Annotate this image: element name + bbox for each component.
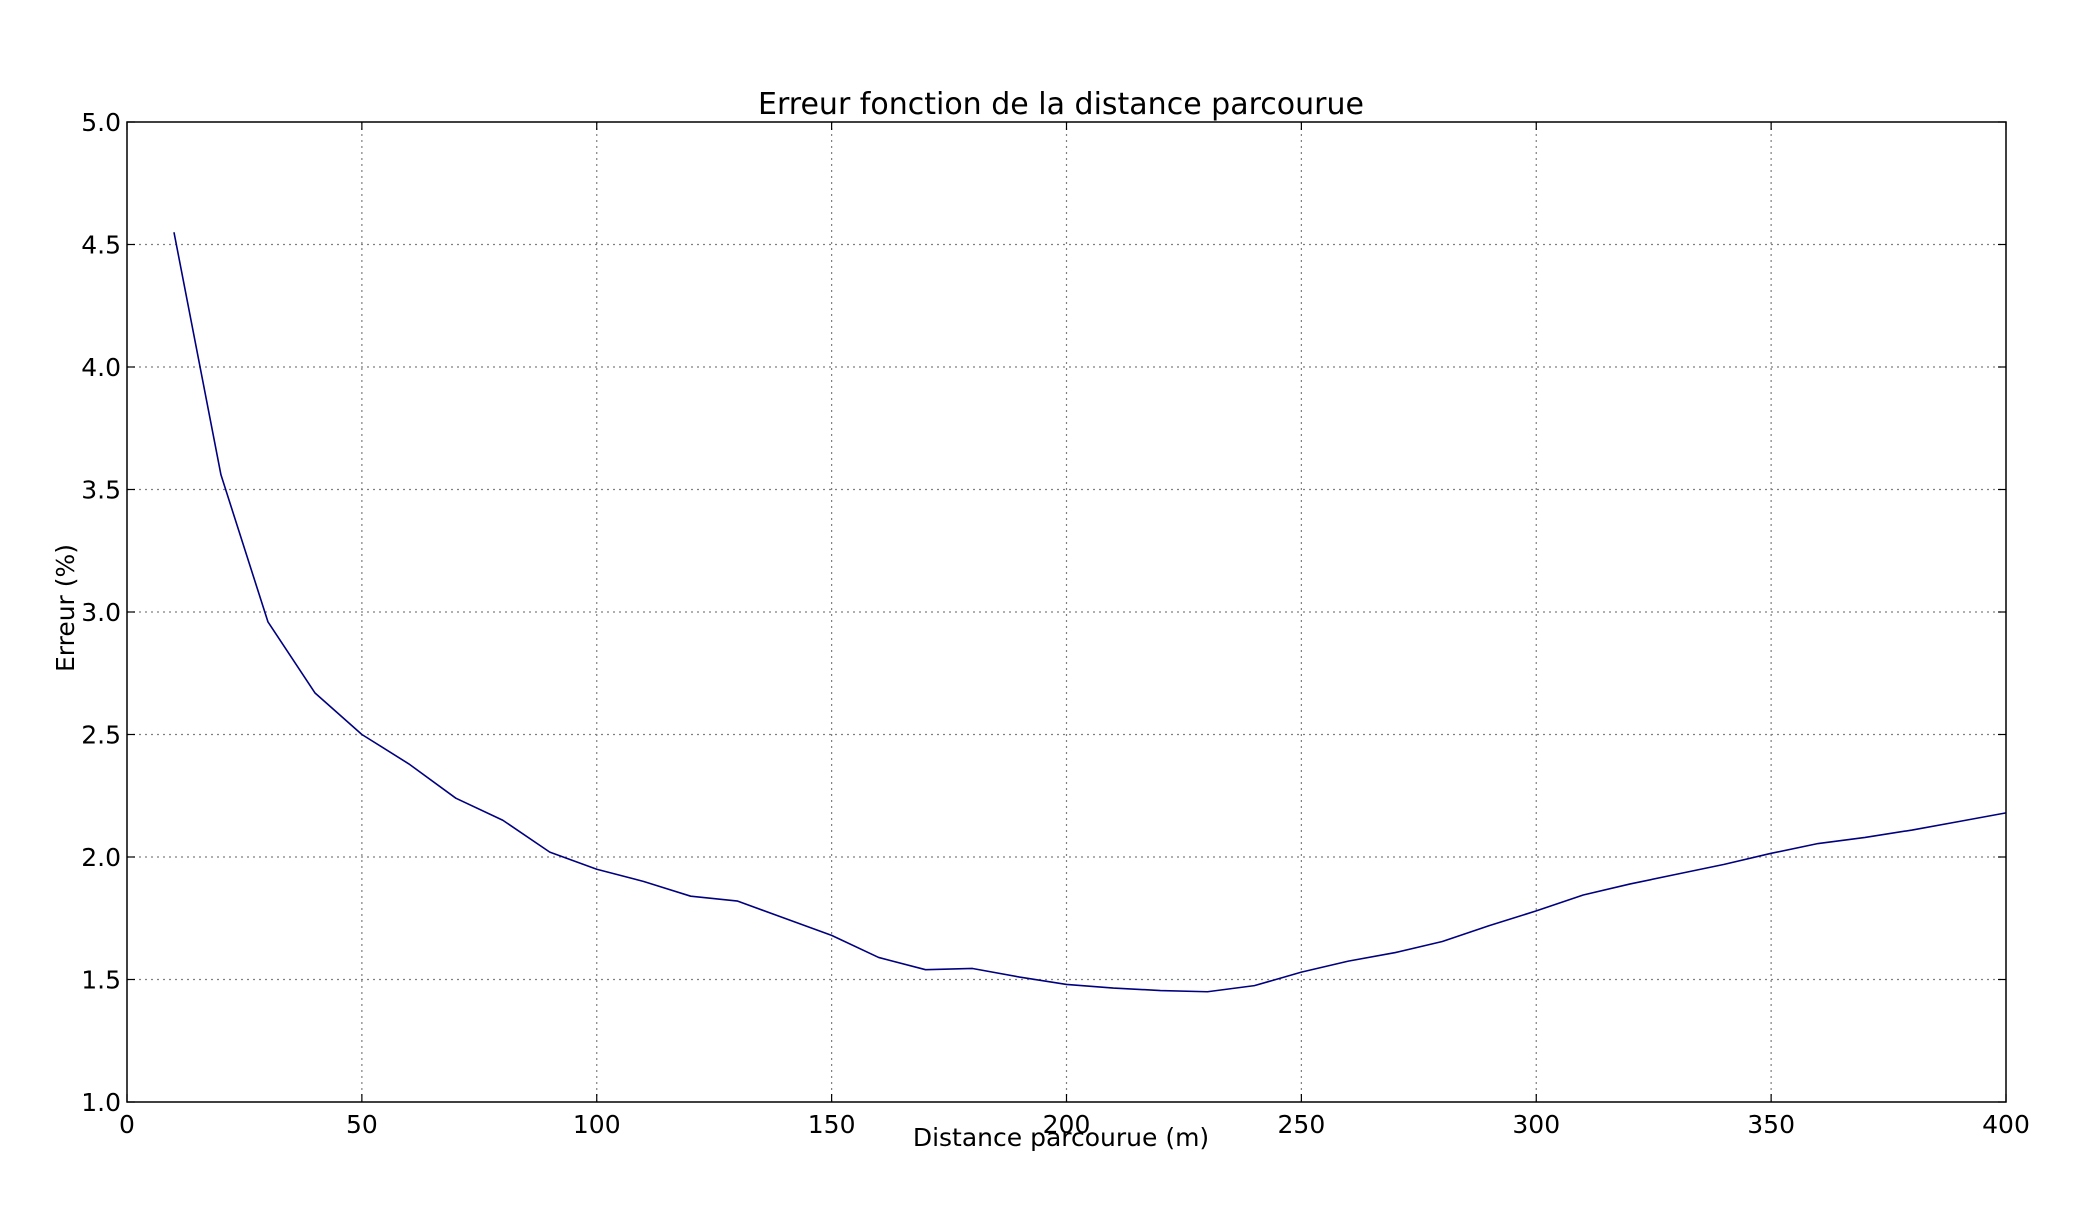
y-tick-label: 2.5 xyxy=(81,721,121,750)
x-tick-label: 400 xyxy=(1982,1110,2030,1139)
y-tick-labels: 1.0 1.5 2.0 2.5 3.0 3.5 4.0 4.5 5.0 xyxy=(81,108,121,1117)
y-tick-label: 5.0 xyxy=(81,108,121,137)
y-tick-label: 1.0 xyxy=(81,1088,121,1117)
y-tick-label: 3.0 xyxy=(81,598,121,627)
x-tick-label: 300 xyxy=(1512,1110,1560,1139)
y-tick-label: 4.5 xyxy=(81,231,121,260)
y-tick-label: 2.0 xyxy=(81,843,121,872)
chart-title: Erreur fonction de la distance parcourue xyxy=(758,87,1364,122)
grid-lines xyxy=(127,122,2006,1102)
y-tick-label: 3.5 xyxy=(81,476,121,505)
series-line xyxy=(173,232,2007,993)
plot-frame xyxy=(126,121,2007,1103)
x-tick-label: 100 xyxy=(573,1110,621,1139)
y-axis-label: Erreur (%) xyxy=(51,544,80,672)
x-tick-label: 150 xyxy=(808,1110,856,1139)
x-tick-labels: 0 50 100 150 200 250 300 350 400 xyxy=(119,1110,2030,1139)
x-tick-label: 200 xyxy=(1043,1110,1091,1139)
series-layer xyxy=(173,232,2007,993)
x-tick-label: 250 xyxy=(1278,1110,1326,1139)
x-axis-label: Distance parcourue (m) xyxy=(913,1123,1209,1152)
x-tick-label: 350 xyxy=(1747,1110,1795,1139)
y-tick-label: 4.0 xyxy=(81,353,121,382)
x-tick-label: 50 xyxy=(346,1110,378,1139)
y-tick-label: 1.5 xyxy=(81,966,121,995)
x-tick-label: 0 xyxy=(119,1110,135,1139)
